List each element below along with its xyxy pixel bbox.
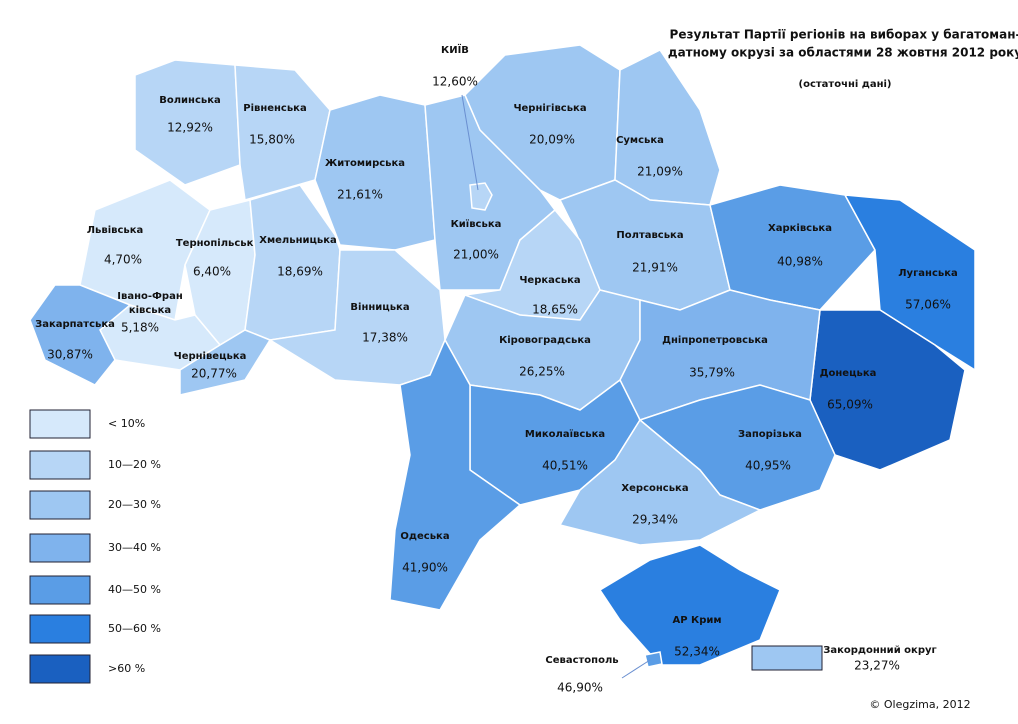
legend-swatch bbox=[29, 575, 91, 605]
abroad-swatch bbox=[751, 645, 823, 671]
legend-swatch bbox=[29, 614, 91, 644]
region-name: Донецька bbox=[820, 368, 877, 379]
region-value: 57,06% bbox=[905, 298, 951, 312]
region-name: АР Крим bbox=[672, 615, 721, 626]
abroad-value: 23,27% bbox=[854, 659, 900, 673]
region-name: Луганська bbox=[898, 268, 958, 279]
legend-label: < 10% bbox=[108, 417, 145, 430]
region-name: Чернігівська bbox=[513, 103, 586, 114]
region-name: Волинська bbox=[159, 95, 221, 106]
region bbox=[614, 49, 721, 206]
region-value: 20,09% bbox=[529, 133, 575, 147]
legend-label: 20—30 % bbox=[108, 498, 161, 511]
region-value: 17,38% bbox=[362, 331, 408, 345]
region-value: 18,65% bbox=[532, 303, 578, 317]
region-name: Закарпатська bbox=[35, 319, 115, 330]
legend-swatch bbox=[29, 450, 91, 480]
title-line: датному окрузі за областями 28 жовтня 20… bbox=[668, 46, 1018, 60]
region-name: Житомирська bbox=[325, 158, 405, 169]
region-value: 4,70% bbox=[104, 253, 142, 267]
legend-label: 10—20 % bbox=[108, 458, 161, 471]
region-name: Миколаївська bbox=[525, 428, 605, 440]
region-value: 12,60% bbox=[432, 75, 478, 89]
region bbox=[469, 182, 493, 211]
legend-label: 50—60 % bbox=[108, 622, 161, 635]
region-value: 21,00% bbox=[453, 248, 499, 262]
region-name: Івано-Фран bbox=[117, 291, 183, 302]
region bbox=[843, 194, 976, 372]
region bbox=[314, 94, 436, 251]
region-name: Запорізька bbox=[738, 429, 802, 440]
region-value: 52,34% bbox=[674, 645, 720, 659]
region-value: 21,91% bbox=[632, 261, 678, 275]
region-value: 65,09% bbox=[827, 398, 873, 412]
region bbox=[558, 418, 762, 546]
region-value: 40,95% bbox=[745, 459, 791, 473]
region-name: Рівненська bbox=[243, 103, 306, 114]
region-value: 6,40% bbox=[193, 265, 231, 279]
region-value: 12,92% bbox=[167, 121, 213, 135]
region-name: Харківська bbox=[768, 223, 832, 234]
region-name: Черкаська bbox=[519, 275, 580, 286]
region-name: Сумська bbox=[616, 135, 664, 146]
region-value: 30,87% bbox=[47, 348, 93, 362]
region bbox=[644, 651, 663, 668]
legend-label: 30—40 % bbox=[108, 541, 161, 554]
region-value: 29,34% bbox=[632, 513, 678, 527]
region-name: Хмельницька bbox=[259, 235, 337, 246]
region-name: Полтавська bbox=[616, 230, 683, 241]
region-name: КИЇВ bbox=[441, 42, 469, 56]
legend-swatch bbox=[29, 409, 91, 439]
credit: © Olegzima, 2012 bbox=[869, 698, 970, 711]
region-value: 40,51% bbox=[542, 459, 588, 473]
legend-swatch bbox=[29, 533, 91, 563]
region-name: Херсонська bbox=[621, 483, 688, 494]
region-name: Чернівецька bbox=[174, 351, 247, 362]
legend-swatch bbox=[29, 654, 91, 684]
region-value: 18,69% bbox=[277, 265, 323, 279]
region-value: 15,80% bbox=[249, 133, 295, 147]
region-value: 26,25% bbox=[519, 365, 565, 379]
abroad-name: Закордонний округ bbox=[823, 645, 937, 656]
legend-swatch bbox=[29, 490, 91, 520]
title-line: Результат Партії регіонів на виборах у б… bbox=[670, 28, 1018, 42]
pointer bbox=[461, 94, 479, 191]
region-value: 20,77% bbox=[191, 367, 237, 381]
region-name: ківська bbox=[129, 305, 171, 316]
legend-label: 40—50 % bbox=[108, 583, 161, 596]
region-name: Кіровоградська bbox=[499, 335, 591, 346]
region-name: Львівська bbox=[87, 225, 144, 236]
region-name: Севастополь bbox=[545, 655, 618, 666]
region-value: 35,79% bbox=[689, 366, 735, 380]
region-name: Одеська bbox=[400, 531, 449, 542]
region-value: 40,98% bbox=[777, 255, 823, 269]
region bbox=[29, 284, 132, 386]
subtitle: (остаточні дані) bbox=[799, 79, 892, 90]
region-value: 5,18% bbox=[121, 321, 159, 335]
region-name: Дніпропетровська bbox=[662, 335, 768, 346]
region-value: 46,90% bbox=[557, 681, 603, 695]
region bbox=[598, 544, 781, 666]
region-value: 21,09% bbox=[637, 165, 683, 179]
region bbox=[389, 338, 522, 611]
pointer bbox=[621, 659, 651, 679]
legend-label: >60 % bbox=[108, 662, 145, 675]
region-name: Тернопільська bbox=[176, 238, 260, 249]
region-value: 21,61% bbox=[337, 188, 383, 202]
region-name: Вінницька bbox=[350, 302, 409, 313]
region-name: Київська bbox=[451, 218, 502, 230]
region-value: 41,90% bbox=[402, 561, 448, 575]
